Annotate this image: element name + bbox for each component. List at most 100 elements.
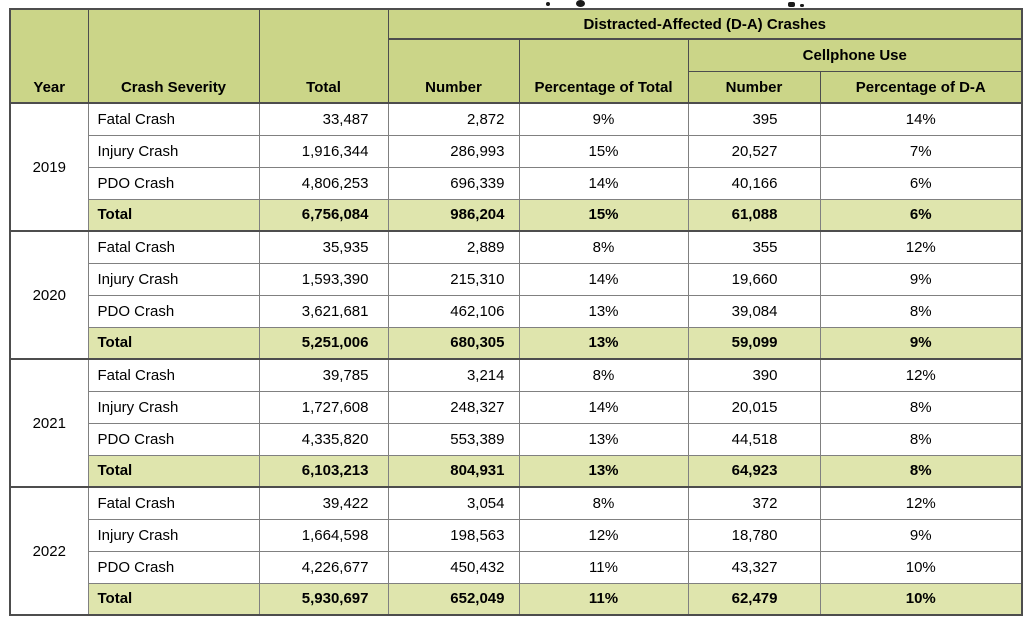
- crash-data-table-wrap: Year Crash Severity Total Distracted-Aff…: [9, 8, 1023, 616]
- da-number-cell: 3,214: [387, 358, 520, 392]
- severity-cell: Fatal Crash: [87, 102, 260, 136]
- cellphone-percentage-cell: 14%: [819, 102, 1023, 136]
- cellphone-percentage-cell: 12%: [819, 230, 1023, 264]
- cellphone-number-cell: 20,015: [687, 390, 821, 424]
- cellphone-percentage-cell: 12%: [819, 358, 1023, 392]
- total-crashes-cell: 5,930,697: [258, 582, 389, 616]
- total-crashes-cell: 35,935: [258, 230, 389, 264]
- da-percentage-cell: 8%: [518, 230, 689, 264]
- cellphone-percentage-cell: 8%: [819, 454, 1023, 488]
- da-number-cell: 652,049: [387, 582, 520, 616]
- cellphone-percentage-cell: 9%: [819, 326, 1023, 360]
- severity-cell: PDO Crash: [87, 422, 260, 456]
- da-percentage-cell: 11%: [518, 550, 689, 584]
- data-row: 2021 Fatal Crash 39,785 3,214 8% 390 12%: [9, 358, 1023, 488]
- clipped-title-fragment: [546, 2, 550, 6]
- da-number-cell: 462,106: [387, 294, 520, 328]
- severity-cell: Total: [87, 454, 260, 488]
- da-number-cell: 986,204: [387, 198, 520, 232]
- data-row: 2019 Fatal Crash 33,487 2,872 9% 395 14%: [9, 102, 1023, 232]
- cellphone-percentage-cell: 9%: [819, 262, 1023, 296]
- total-crashes-cell: 6,103,213: [258, 454, 389, 488]
- data-row: PDO Crash 4,335,820 553,389 13% 44,518 8%: [10, 422, 1023, 456]
- total-crashes-cell: 1,664,598: [258, 518, 389, 552]
- severity-cell: Injury Crash: [87, 262, 260, 296]
- data-row: 2020 Fatal Crash 35,935 2,889 8% 355 12%: [9, 230, 1023, 360]
- total-crashes-cell: 6,756,084: [258, 198, 389, 232]
- da-number-cell: 804,931: [387, 454, 520, 488]
- da-number-cell: 2,872: [387, 102, 520, 136]
- table-header: Year Crash Severity Total Distracted-Aff…: [9, 8, 1023, 104]
- da-number-cell: 3,054: [387, 486, 520, 520]
- da-percentage-cell: 13%: [518, 454, 689, 488]
- severity-cell: Total: [87, 326, 260, 360]
- da-percentage-cell: 11%: [518, 582, 689, 616]
- data-row: Injury Crash 1,727,608 248,327 14% 20,015 8%: [10, 390, 1023, 424]
- severity-cell: Fatal Crash: [87, 230, 260, 264]
- header-distracted-affected-group: Distracted-Affected (D-A) Crashes: [387, 8, 1023, 40]
- da-percentage-cell: 15%: [518, 198, 689, 232]
- header-year: Year: [9, 8, 89, 104]
- cellphone-percentage-cell: 7%: [819, 134, 1023, 168]
- da-number-cell: 198,563: [387, 518, 520, 552]
- year-cell: 2020: [9, 230, 89, 360]
- table-body: 2019 Fatal Crash 33,487 2,872 9% 395 14% Injury…: [9, 102, 1023, 616]
- total-crashes-cell: 5,251,006: [258, 326, 389, 360]
- da-percentage-cell: 15%: [518, 134, 689, 168]
- cellphone-percentage-cell: 10%: [819, 582, 1023, 616]
- cellphone-number-cell: 40,166: [687, 166, 821, 200]
- header-total: Total: [258, 8, 389, 104]
- cellphone-number-cell: 62,479: [687, 582, 821, 616]
- da-percentage-cell: 12%: [518, 518, 689, 552]
- data-row: Injury Crash 1,593,390 215,310 14% 19,660 9%: [10, 262, 1023, 296]
- header-crash-severity: Crash Severity: [87, 8, 260, 104]
- data-row: PDO Crash 4,806,253 696,339 14% 40,166 6%: [10, 166, 1023, 200]
- severity-cell: PDO Crash: [87, 550, 260, 584]
- da-percentage-cell: 8%: [518, 486, 689, 520]
- data-row: 2022 Fatal Crash 39,422 3,054 8% 372 12%: [9, 486, 1023, 616]
- da-percentage-cell: 14%: [518, 166, 689, 200]
- crash-data-table: Year Crash Severity Total Distracted-Aff…: [9, 8, 1023, 616]
- da-percentage-cell: 9%: [518, 102, 689, 136]
- cellphone-number-cell: 20,527: [687, 134, 821, 168]
- da-percentage-cell: 13%: [518, 294, 689, 328]
- severity-cell: PDO Crash: [87, 294, 260, 328]
- cellphone-percentage-cell: 12%: [819, 486, 1023, 520]
- cellphone-number-cell: 372: [687, 486, 821, 520]
- cellphone-percentage-cell: 8%: [819, 422, 1023, 456]
- cellphone-percentage-cell: 6%: [819, 198, 1023, 232]
- header-cellphone-percentage-of-da: Percentage of D-A: [819, 70, 1023, 104]
- cellphone-number-cell: 395: [687, 102, 821, 136]
- total-crashes-cell: 1,916,344: [258, 134, 389, 168]
- da-number-cell: 215,310: [387, 262, 520, 296]
- clipped-title-fragment: [576, 0, 585, 7]
- cellphone-number-cell: 390: [687, 358, 821, 392]
- total-crashes-cell: 4,806,253: [258, 166, 389, 200]
- year-cell: 2019: [9, 102, 89, 232]
- total-crashes-cell: 33,487: [258, 102, 389, 136]
- total-row: Total 5,251,006 680,305 13% 59,099 9%: [10, 326, 1023, 360]
- da-number-cell: 248,327: [387, 390, 520, 424]
- header-cellphone-use-group: Cellphone Use: [687, 38, 1023, 72]
- severity-cell: Total: [87, 582, 260, 616]
- da-percentage-cell: 8%: [518, 358, 689, 392]
- data-row: Injury Crash 1,916,344 286,993 15% 20,527 7%: [10, 134, 1023, 168]
- header-da-percentage-of-total: Percentage of Total: [518, 38, 689, 104]
- header-da-number: Number: [387, 38, 520, 104]
- year-cell: 2022: [9, 486, 89, 616]
- year-cell: 2021: [9, 358, 89, 488]
- total-crashes-cell: 1,727,608: [258, 390, 389, 424]
- da-number-cell: 450,432: [387, 550, 520, 584]
- total-row: Total 5,930,697 652,049 11% 62,479 10%: [10, 582, 1023, 616]
- da-number-cell: 696,339: [387, 166, 520, 200]
- total-crashes-cell: 3,621,681: [258, 294, 389, 328]
- da-number-cell: 553,389: [387, 422, 520, 456]
- severity-cell: Injury Crash: [87, 390, 260, 424]
- data-row: Injury Crash 1,664,598 198,563 12% 18,780 9%: [10, 518, 1023, 552]
- da-percentage-cell: 13%: [518, 422, 689, 456]
- total-crashes-cell: 1,593,390: [258, 262, 389, 296]
- severity-cell: PDO Crash: [87, 166, 260, 200]
- cellphone-number-cell: 43,327: [687, 550, 821, 584]
- severity-cell: Injury Crash: [87, 518, 260, 552]
